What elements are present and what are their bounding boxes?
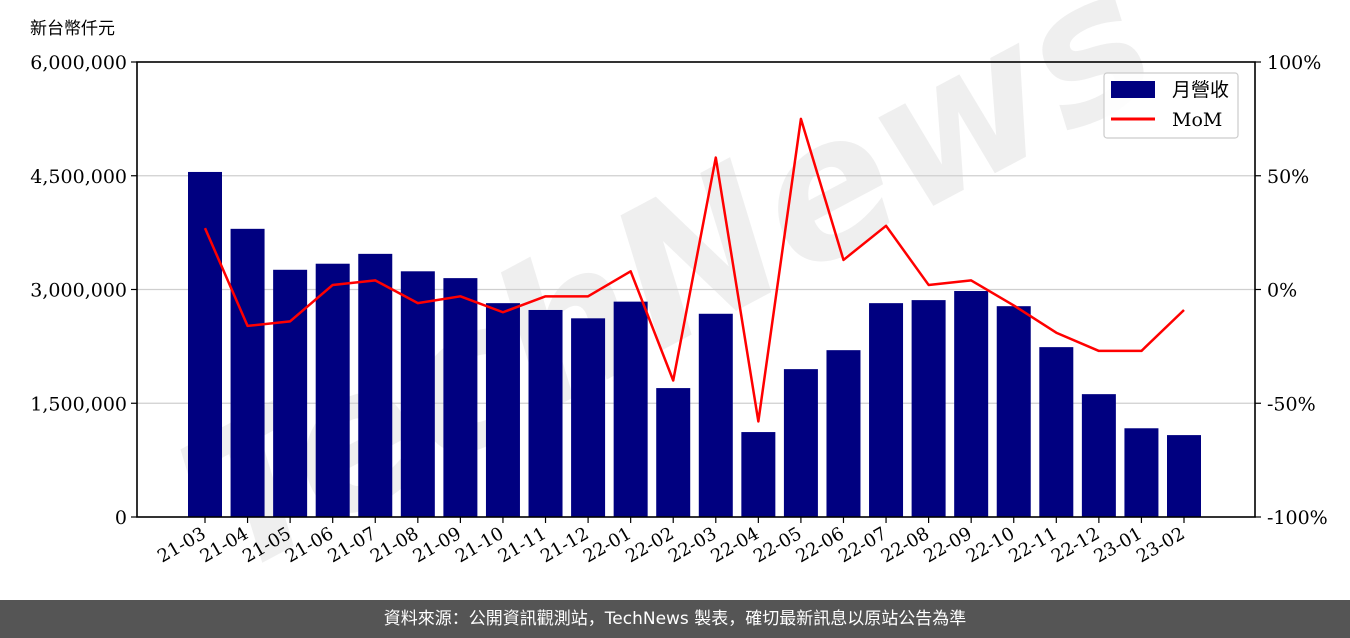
bar-22-11 [1039,347,1074,517]
x-tick-label: 22-02 [622,523,677,567]
x-tick-label: 21-11 [495,523,550,567]
legend: 月營收 MoM [1103,72,1239,139]
x-tick-label: 22-03 [665,523,720,567]
right-tick-label: -50% [1267,393,1316,415]
bar-21-05 [273,269,308,517]
bar-21-03 [188,171,222,518]
x-tick-label: 22-12 [1048,523,1103,567]
bar-21-09 [443,278,478,517]
bar-21-07 [358,253,393,517]
x-tick-label: 22-10 [963,523,1018,567]
legend-label-mom: MoM [1172,109,1222,131]
left-tick-label: 1,500,000 [30,393,127,415]
bar-22-05 [783,369,818,517]
x-tick-label: 21-10 [452,523,507,567]
bar-23-02 [1167,435,1201,517]
right-tick-label: 0% [1267,280,1297,302]
right-tick-label: -100% [1267,507,1328,529]
legend-label-revenue: 月營收 [1172,79,1229,101]
bar-21-06 [315,263,350,517]
x-tick-label: 23-02 [1133,523,1188,567]
bar-23-01 [1124,428,1159,517]
x-tick-label: 22-08 [878,523,933,567]
x-tick-label: 22-01 [580,523,635,567]
bar-21-08 [400,271,435,517]
bar-22-07 [869,303,904,517]
mom-line [203,117,1185,423]
left-tick-label: 4,500,000 [30,166,127,188]
x-tick-label: 22-07 [835,523,890,567]
x-tick-label: 21-12 [537,523,592,567]
x-tick-label: 22-06 [793,523,848,567]
bar-21-10 [485,303,520,517]
x-tick-label: 23-01 [1090,523,1145,567]
bar-22-09 [954,291,989,517]
revenue-chart: TechNews01,500,0003,000,0004,500,0006,00… [30,0,1328,600]
bar-21-04 [230,228,265,518]
bar-22-02 [656,388,691,517]
x-tick-label: 21-03 [154,523,209,567]
x-tick-label: 22-04 [707,523,762,567]
bar-21-12 [571,318,606,517]
source-footer: 資料來源：公開資訊觀測站，TechNews 製表，確切最新訊息以原站公告為準 [0,600,1350,638]
bar-22-06 [826,350,861,517]
bar-22-08 [911,300,946,517]
bar-21-11 [528,309,563,517]
bar-22-03 [698,313,733,517]
bar-22-04 [741,432,776,517]
left-tick-label: 3,000,000 [30,280,127,302]
bar-22-12 [1081,394,1116,517]
x-tick-label: 22-05 [750,523,805,567]
left-tick-label: 0 [115,507,127,529]
y-axis-unit-label: 新台幣仟元 [30,19,115,39]
right-tick-label: 50% [1267,166,1309,188]
x-tick-label: 22-11 [1005,523,1060,567]
left-tick-label: 6,000,000 [30,52,127,74]
right-tick-label: 100% [1267,52,1321,74]
x-tick-label: 22-09 [920,523,975,567]
legend-swatch-revenue [1111,81,1155,98]
bar-22-01 [613,301,648,517]
bar-22-10 [996,306,1031,517]
